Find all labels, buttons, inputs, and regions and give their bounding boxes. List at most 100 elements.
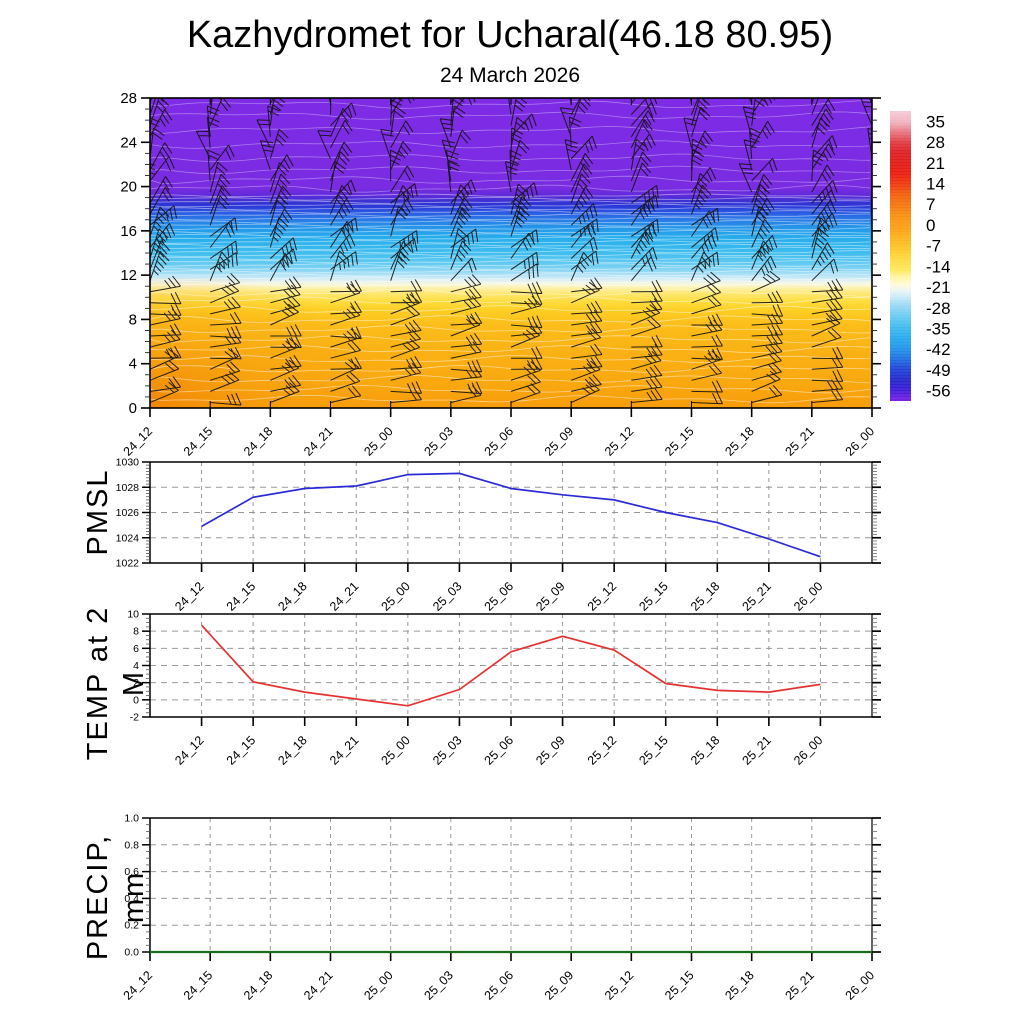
- svg-text:1030: 1030: [116, 457, 140, 469]
- svg-text:24: 24: [120, 134, 137, 151]
- svg-text:-56: -56: [926, 382, 951, 401]
- svg-text:-49: -49: [926, 361, 951, 380]
- svg-text:26_00: 26_00: [843, 968, 878, 1003]
- pmsl-panel: 1022 1024 1026 1028 1030 24_12 24_15 24_18 24_21…: [116, 457, 881, 614]
- svg-text:24_12: 24_12: [172, 579, 207, 614]
- temp-line: [200, 624, 821, 707]
- svg-text:25_21: 25_21: [739, 579, 774, 614]
- svg-text:-21: -21: [926, 278, 951, 297]
- svg-text:25_06: 25_06: [482, 424, 517, 459]
- svg-text:25_15: 25_15: [662, 968, 697, 1003]
- svg-text:25_03: 25_03: [421, 968, 456, 1003]
- svg-text:25_15: 25_15: [636, 579, 671, 614]
- svg-text:25_12: 25_12: [602, 424, 637, 459]
- svg-text:8: 8: [133, 626, 139, 638]
- svg-text:25_18: 25_18: [722, 424, 757, 459]
- svg-text:25_03: 25_03: [430, 733, 465, 768]
- svg-text:24_21: 24_21: [301, 968, 336, 1003]
- svg-text:0.8: 0.8: [124, 839, 139, 851]
- svg-text:-35: -35: [926, 320, 951, 339]
- svg-text:24_18: 24_18: [275, 733, 310, 768]
- svg-text:1022: 1022: [116, 558, 140, 570]
- precip-y-axis: 0.0 0.2 0.4 0.6 0.8 1.0: [124, 813, 881, 959]
- svg-text:25_21: 25_21: [782, 968, 817, 1003]
- contour-lines: [150, 100, 871, 404]
- svg-text:25_12: 25_12: [602, 968, 637, 1003]
- colorbar-labels: 35 28 21 147 0 -7-14 -21 -28 -35-42 -49 -56: [926, 112, 951, 400]
- svg-text:25_09: 25_09: [533, 579, 568, 614]
- svg-text:35: 35: [926, 112, 945, 131]
- svg-text:0.4: 0.4: [124, 893, 139, 905]
- precip-x-labels: 24_12 24_15 24_18 24_21 25_00 25_03 25_06 25_09…: [121, 952, 878, 1003]
- cross-section-panel: 0 4 8 12 16 20 24 28 24_12 24_15 24_18 24_21 25_00 25…: [120, 90, 881, 459]
- svg-text:14: 14: [926, 175, 945, 194]
- colorbar: 35 28 21 147 0 -7-14 -21 -28 -35-42 -49 -56: [890, 111, 951, 401]
- wind-barbs: [150, 98, 872, 406]
- svg-text:25_21: 25_21: [739, 733, 774, 768]
- svg-text:26_00: 26_00: [843, 424, 878, 459]
- svg-text:24_21: 24_21: [301, 424, 336, 459]
- pmsl-x-labels: 24_12 24_15 24_18 24_21 25_00 25_03 25_06 25_09…: [172, 563, 826, 614]
- svg-text:-2: -2: [130, 712, 139, 724]
- precip-panel: 0.0 0.2 0.4 0.6 0.8 1.0 24_12 24_15 24_18 24_21 25…: [121, 813, 881, 1003]
- svg-text:-7: -7: [926, 237, 941, 256]
- svg-text:24_18: 24_18: [241, 968, 276, 1003]
- svg-text:25_15: 25_15: [636, 733, 671, 768]
- svg-text:-14: -14: [926, 257, 951, 276]
- svg-text:20: 20: [120, 179, 137, 196]
- svg-text:26_00: 26_00: [791, 733, 826, 768]
- svg-text:25_15: 25_15: [662, 424, 697, 459]
- svg-text:0.0: 0.0: [124, 947, 139, 959]
- svg-text:24_15: 24_15: [224, 579, 259, 614]
- svg-text:25_00: 25_00: [361, 968, 396, 1003]
- pmsl-y-axis: 1022 1024 1026 1028 1030: [116, 457, 881, 570]
- svg-text:0.2: 0.2: [124, 920, 139, 932]
- svg-text:-28: -28: [926, 299, 951, 318]
- svg-text:25_00: 25_00: [378, 579, 413, 614]
- cross-section-x-labels: 24_12 24_15 24_18 24_21 25_00 25_03 25_06 25_09…: [121, 408, 878, 459]
- svg-text:1024: 1024: [116, 532, 140, 544]
- temp-y-axis: -2 0 2 4 6 8 10: [127, 609, 881, 724]
- temp-x-labels: 24_12 24_15 24_18 24_21 25_00 25_03 25_06 25_09…: [172, 717, 826, 768]
- svg-text:24_12: 24_12: [121, 968, 156, 1003]
- svg-text:25_06: 25_06: [482, 579, 517, 614]
- svg-text:25_12: 25_12: [585, 733, 620, 768]
- svg-text:24_15: 24_15: [181, 424, 216, 459]
- svg-text:4: 4: [129, 356, 137, 373]
- svg-text:12: 12: [120, 267, 137, 284]
- pmsl-line: [201, 472, 821, 558]
- date-subtitle: 24 March 2026: [439, 64, 581, 87]
- svg-text:2: 2: [133, 677, 139, 689]
- svg-text:21: 21: [926, 154, 945, 173]
- svg-text:24_18: 24_18: [275, 579, 310, 614]
- svg-text:-42: -42: [926, 340, 951, 359]
- svg-text:25_21: 25_21: [782, 424, 817, 459]
- page-title: Kazhydromet for Ucharal(46.18 80.95): [186, 14, 834, 56]
- svg-text:10: 10: [127, 609, 139, 621]
- svg-text:0: 0: [926, 216, 935, 235]
- svg-text:25_12: 25_12: [585, 579, 620, 614]
- svg-text:25_18: 25_18: [688, 579, 723, 614]
- svg-text:25_06: 25_06: [482, 968, 517, 1003]
- svg-text:24_21: 24_21: [327, 733, 362, 768]
- svg-text:24_15: 24_15: [224, 733, 259, 768]
- svg-text:25_18: 25_18: [688, 733, 723, 768]
- svg-text:25_00: 25_00: [378, 733, 413, 768]
- svg-text:24_15: 24_15: [181, 968, 216, 1003]
- svg-text:1.0: 1.0: [124, 813, 139, 825]
- svg-text:24_18: 24_18: [241, 424, 276, 459]
- svg-text:6: 6: [133, 643, 139, 655]
- svg-text:25_03: 25_03: [421, 424, 456, 459]
- svg-text:25_09: 25_09: [533, 733, 568, 768]
- svg-text:25_06: 25_06: [482, 733, 517, 768]
- svg-text:28: 28: [926, 133, 945, 152]
- svg-text:0.6: 0.6: [124, 866, 139, 878]
- svg-text:24_12: 24_12: [121, 424, 156, 459]
- svg-text:4: 4: [133, 660, 139, 672]
- svg-text:1026: 1026: [116, 507, 140, 519]
- svg-text:25_09: 25_09: [542, 968, 577, 1003]
- svg-text:0: 0: [133, 694, 139, 706]
- svg-text:26_00: 26_00: [791, 579, 826, 614]
